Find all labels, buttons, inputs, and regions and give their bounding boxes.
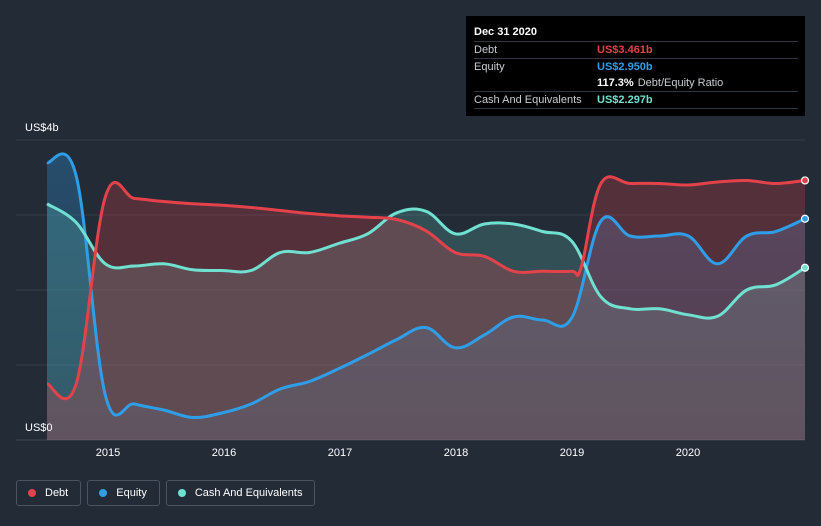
- series-areas: [47, 153, 805, 440]
- cash-and-equivalents-line: [46, 202, 806, 320]
- tooltip-row-debt: Debt US$3.461b: [474, 41, 798, 58]
- equity-end-marker: [800, 214, 810, 223]
- y-axis-min-label: US$0: [25, 422, 53, 434]
- x-tick-label: 2019: [559, 447, 585, 459]
- tooltip-ratio-value: 117.3%: [597, 77, 634, 89]
- legend-label: Debt: [45, 487, 69, 499]
- legend-item-debt[interactable]: Debt: [16, 480, 82, 506]
- data-tooltip: Dec 31 2020 Debt US$3.461b Equity US$2.9…: [466, 16, 805, 116]
- tooltip-date: Dec 31 2020: [474, 26, 537, 38]
- legend-label: Equity: [116, 487, 147, 499]
- tooltip-row-ratio: 117.3% Debt/Equity Ratio: [474, 75, 798, 91]
- chart-legend: Debt Equity Cash And Equivalents: [16, 480, 316, 506]
- debt-area: [47, 176, 805, 440]
- tooltip-label: Cash And Equivalents: [474, 94, 582, 106]
- series-end-markers: [800, 176, 810, 272]
- equity-line: [46, 152, 806, 420]
- legend-dot-icon: [28, 489, 36, 497]
- x-tick-label: 2016: [211, 447, 237, 459]
- tooltip-equity-value: US$2.950b: [597, 61, 653, 73]
- tooltip-row-equity: Equity US$2.950b: [474, 58, 798, 75]
- cash-and-equivalents-area: [47, 203, 805, 440]
- legend-item-cash[interactable]: Cash And Equivalents: [165, 480, 316, 506]
- legend-item-equity[interactable]: Equity: [87, 480, 160, 506]
- legend-dot-icon: [177, 489, 186, 497]
- tooltip-ratio-label: Debt/Equity Ratio: [637, 77, 724, 89]
- tooltip-label: Debt: [474, 44, 498, 56]
- legend-label: Cash And Equivalents: [194, 487, 303, 499]
- x-tick-label: 2015: [95, 447, 121, 459]
- cash-and-equivalents-end-marker: [800, 263, 810, 272]
- series-lines: [46, 152, 806, 420]
- tooltip-debt-value: US$3.461b: [597, 44, 653, 56]
- equity-area: [47, 153, 805, 440]
- tooltip-cash-value: US$2.297b: [597, 94, 653, 106]
- x-tick-label: 2017: [327, 447, 353, 459]
- x-tick-label: 2018: [443, 447, 469, 459]
- debt-line: [46, 175, 806, 401]
- x-tick-label: 2020: [675, 447, 701, 459]
- tooltip-row-cash: Cash And Equivalents US$2.297b: [474, 91, 798, 108]
- legend-dot-icon: [99, 489, 108, 497]
- tooltip-label: Equity: [474, 61, 505, 73]
- y-axis-max-label: US$4b: [25, 122, 59, 134]
- debt-end-marker: [800, 176, 810, 185]
